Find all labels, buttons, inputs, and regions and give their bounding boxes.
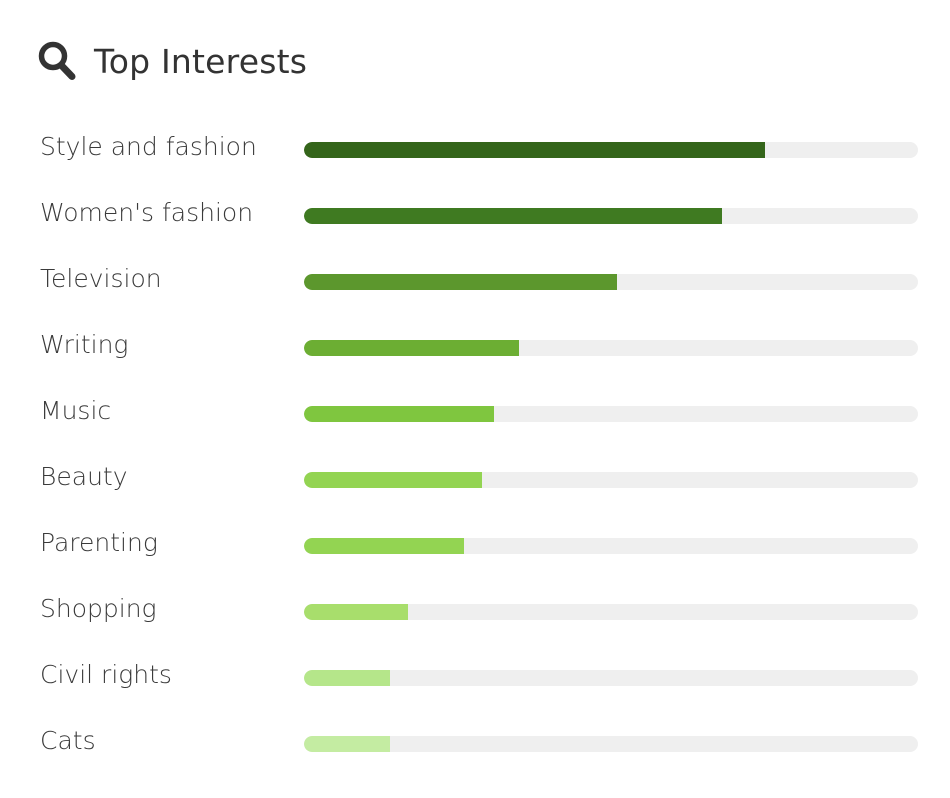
interest-label: Music — [40, 396, 112, 425]
interest-row: Style and fashion — [40, 116, 920, 182]
interest-bar — [304, 142, 765, 158]
interest-bar — [304, 670, 390, 686]
interest-bar — [304, 736, 390, 752]
interest-bar-track — [304, 406, 918, 422]
panel-header: Top Interests — [38, 38, 307, 84]
interest-row: Parenting — [40, 512, 920, 578]
interest-bar-track — [304, 340, 918, 356]
interest-label: Beauty — [40, 462, 128, 491]
interest-label: Parenting — [40, 528, 158, 557]
interest-bar-track — [304, 604, 918, 620]
interest-bar-track — [304, 472, 918, 488]
interest-row: Women's fashion — [40, 182, 920, 248]
interest-row: Television — [40, 248, 920, 314]
interest-bar — [304, 472, 483, 488]
interest-label: Shopping — [40, 594, 157, 623]
interest-bar — [304, 274, 618, 290]
interest-row: Cats — [40, 710, 920, 776]
interest-row: Writing — [40, 314, 920, 380]
interest-bar-track — [304, 208, 918, 224]
search-icon — [38, 41, 76, 81]
interest-row: Civil rights — [40, 644, 920, 710]
interest-bar — [304, 604, 409, 620]
interest-bar-track — [304, 274, 918, 290]
interest-label: Cats — [40, 726, 96, 755]
interest-bar-track — [304, 142, 918, 158]
interest-row: Shopping — [40, 578, 920, 644]
interest-bar — [304, 406, 495, 422]
interest-bar — [304, 538, 464, 554]
page-title: Top Interests — [94, 41, 308, 81]
interest-bar-track — [304, 538, 918, 554]
interest-label: Civil rights — [40, 660, 172, 689]
interest-bar-track — [304, 670, 918, 686]
interest-label: Style and fashion — [40, 132, 257, 161]
interest-bar-chart: Style and fashion Women's fashion Televisi… — [40, 116, 920, 776]
interest-bar — [304, 340, 519, 356]
interest-row: Beauty — [40, 446, 920, 512]
interest-label: Television — [40, 264, 162, 293]
interest-label: Women's fashion — [40, 198, 254, 227]
interest-bar — [304, 208, 722, 224]
interest-row: Music — [40, 380, 920, 446]
interest-bar-track — [304, 736, 918, 752]
interest-label: Writing — [40, 330, 129, 359]
